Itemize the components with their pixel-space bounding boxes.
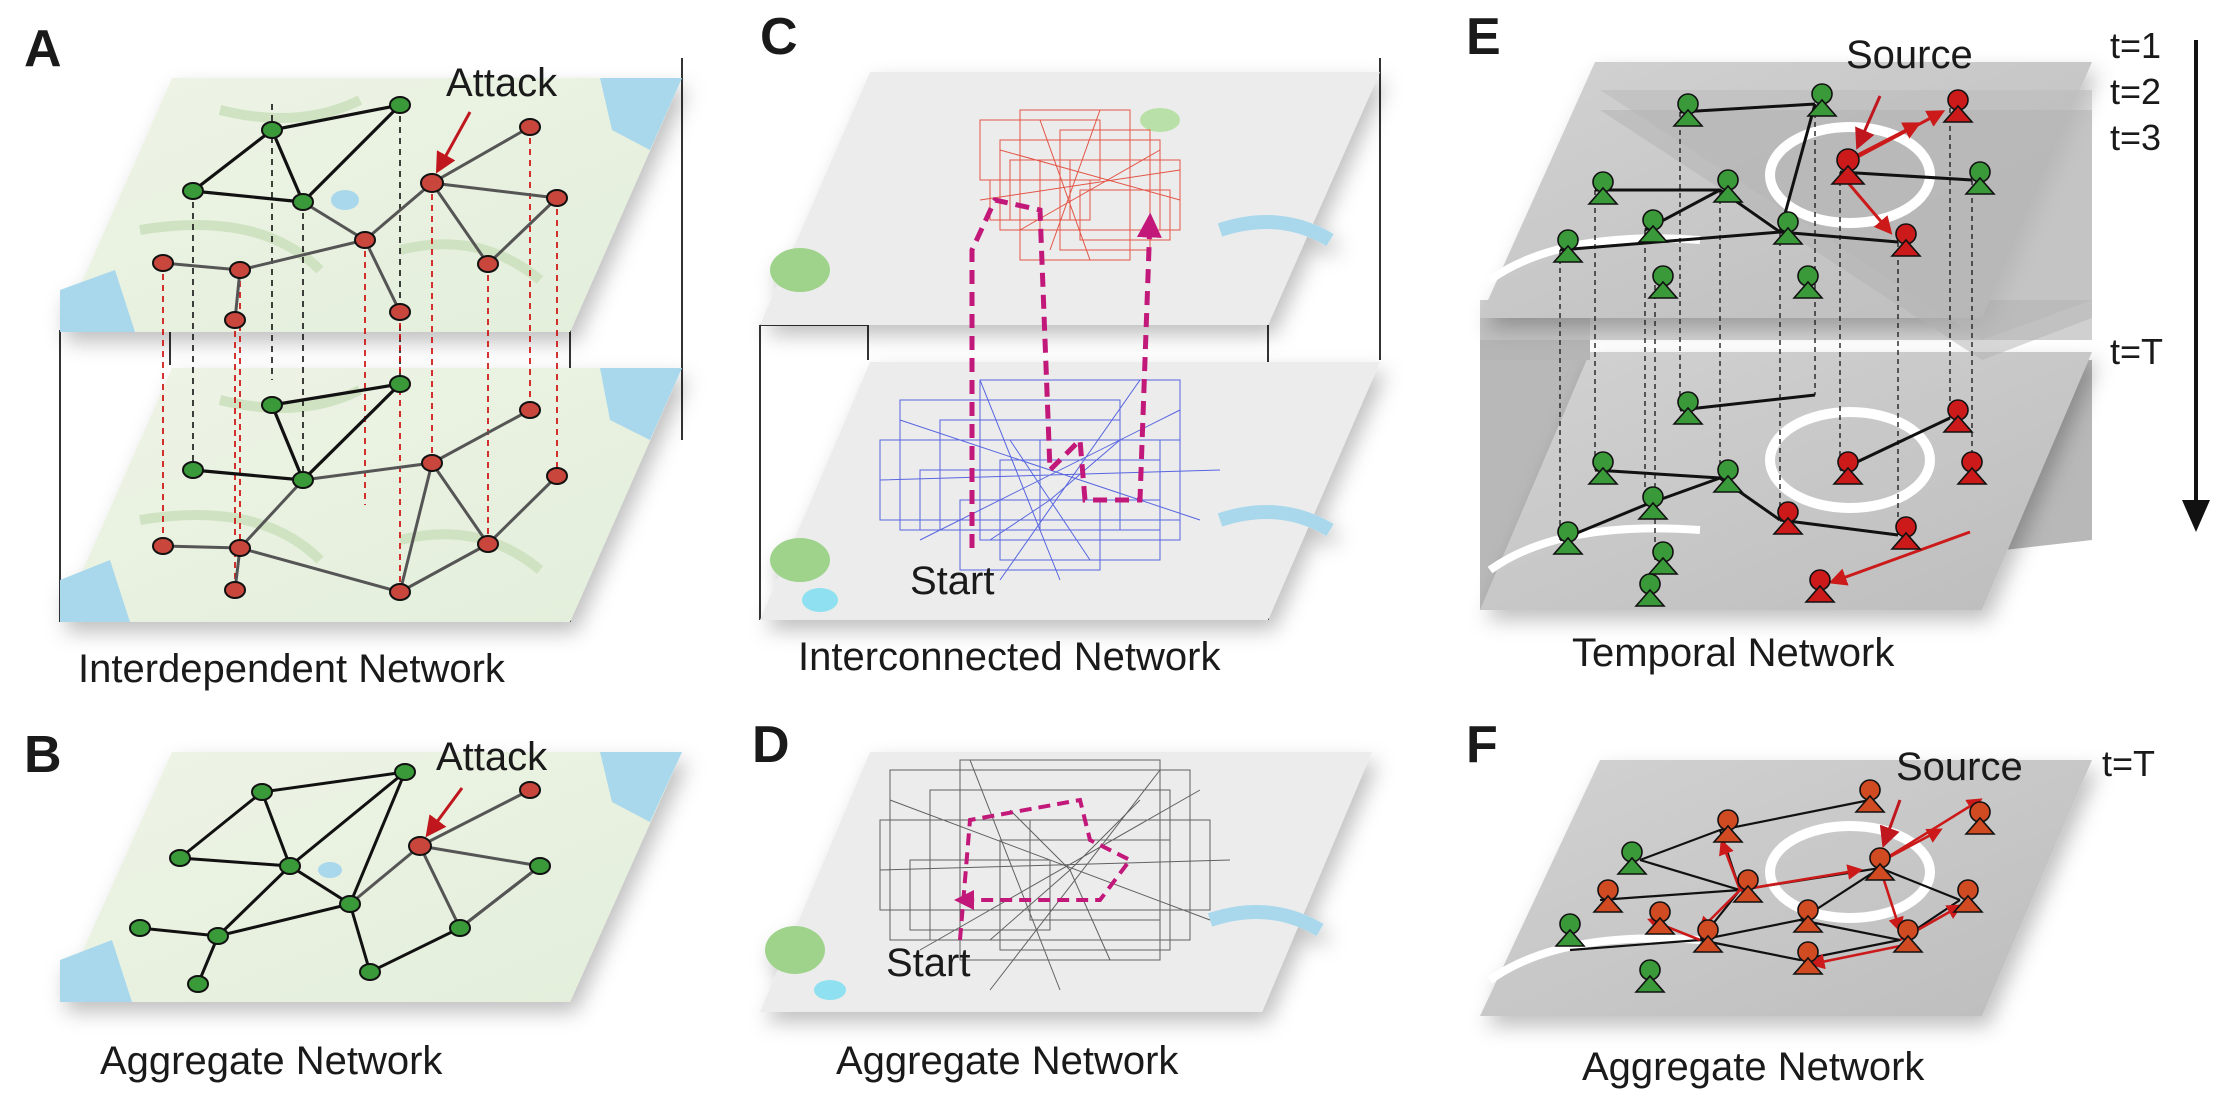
routes-d	[879, 759, 1231, 991]
source-label-f: Source	[1896, 745, 2023, 789]
routes-top-c	[979, 109, 1181, 261]
caption-e: Temporal Network	[1572, 631, 1895, 675]
panel-c: C	[759, 8, 1381, 679]
source-arrow-f	[1879, 799, 1902, 848]
caption-b: Aggregate Network	[100, 1039, 443, 1083]
panel-f: F	[1466, 716, 2155, 1089]
transfer-path-d	[954, 797, 1134, 941]
routes-bottom-c	[879, 379, 1221, 581]
nodes-top-e	[1552, 83, 1996, 299]
panel-e: E	[1466, 8, 2210, 675]
aggregate-plane-f	[1480, 760, 2092, 1016]
source-arrow-e	[1855, 95, 1882, 150]
caption-f: Aggregate Network	[1582, 1045, 1925, 1089]
temporal-links-e	[1559, 104, 1973, 560]
map-plane-top-a	[60, 78, 682, 332]
attack-arrow-b	[425, 787, 464, 838]
caption-a: Interdependent Network	[78, 647, 506, 691]
attack-arrow-a	[435, 111, 472, 174]
edges-top-e	[1559, 102, 1973, 252]
caption-d: Aggregate Network	[836, 1039, 1179, 1083]
panel-letter-a: A	[24, 20, 62, 78]
panel-b: B Attack Aggregate Netwo	[24, 726, 682, 1083]
nodes-bottom-a	[152, 375, 568, 601]
dependency-links-a	[162, 104, 558, 592]
caption-c: Interconnected Network	[798, 635, 1221, 679]
source-label-e: Source	[1846, 33, 1973, 77]
transfer-path-c	[969, 197, 1162, 548]
panel-a: A	[24, 20, 683, 691]
edges-bottom-e	[1559, 393, 1951, 542]
start-label-d: Start	[886, 941, 970, 985]
time-label-3: t=3	[2110, 117, 2161, 158]
infection-arrows-top-e	[1842, 110, 1946, 235]
panel-letter-b: B	[24, 726, 62, 784]
start-label-c: Start	[910, 559, 994, 603]
time-label-1: t=1	[2110, 25, 2161, 66]
nodes-b	[129, 763, 551, 993]
nodes-top-a	[152, 96, 568, 329]
panel-letter-f: F	[1466, 716, 1498, 774]
attack-label-a: Attack	[446, 61, 558, 105]
time-axis-e: t=1 t=2 t=3 t=T	[2110, 25, 2210, 532]
panel-letter-d: D	[752, 716, 790, 774]
time-label-f: t=T	[2102, 743, 2155, 784]
panel-letter-c: C	[760, 8, 798, 66]
panel-d: D Start Aggregate Network	[752, 716, 1372, 1083]
nodes-f	[1554, 779, 1996, 993]
infection-arrow-bottom-e	[1828, 530, 1971, 586]
panel-letter-e: E	[1466, 8, 1501, 66]
attack-label-b: Attack	[436, 735, 548, 779]
time-label-T: t=T	[2110, 331, 2163, 372]
nodes-bottom-e	[1552, 391, 1988, 607]
time-label-2: t=2	[2110, 71, 2161, 112]
map-plane-bottom-c	[760, 362, 1380, 620]
map-plane-bottom-a	[60, 368, 682, 622]
map-plane-d	[760, 752, 1372, 1012]
